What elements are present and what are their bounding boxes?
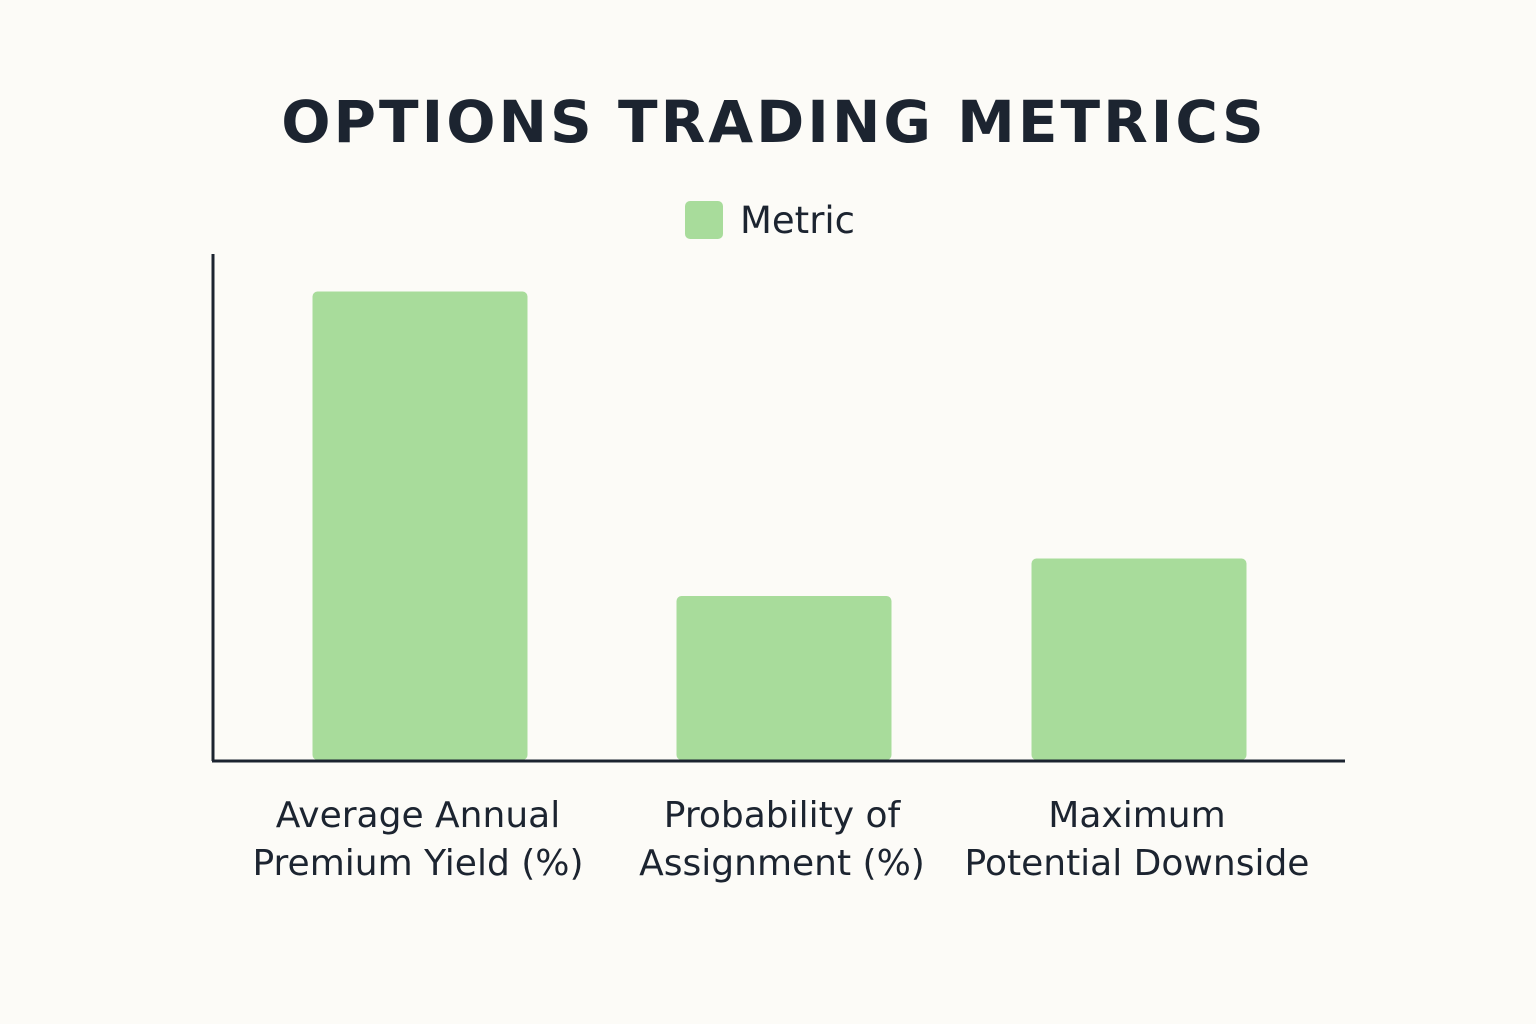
x-tick-labels: Average Annual Premium Yield (%) Probabili… [252, 795, 1309, 884]
legend-label: Metric [740, 199, 855, 242]
chart-title: OPTIONS TRADING METRICS [281, 88, 1267, 156]
x-tick-label-line: Potential Downside [965, 843, 1310, 884]
x-tick-label: Maximum Potential Downside [965, 795, 1310, 884]
bars [312, 291, 1247, 760]
legend: Metric [685, 199, 855, 242]
x-tick-label-line: Average Annual [276, 795, 560, 836]
x-tick-label: Probability of Assignment (%) [639, 795, 925, 884]
legend-swatch [685, 201, 723, 239]
x-tick-label-line: Maximum [1048, 795, 1225, 836]
bar [1031, 558, 1247, 760]
x-tick-label-line: Probability of [664, 795, 902, 836]
x-tick-label-line: Premium Yield (%) [252, 843, 583, 884]
x-tick-label: Average Annual Premium Yield (%) [252, 795, 583, 884]
bar [676, 596, 892, 760]
x-tick-label-line: Assignment (%) [639, 843, 925, 884]
bar [312, 291, 528, 760]
